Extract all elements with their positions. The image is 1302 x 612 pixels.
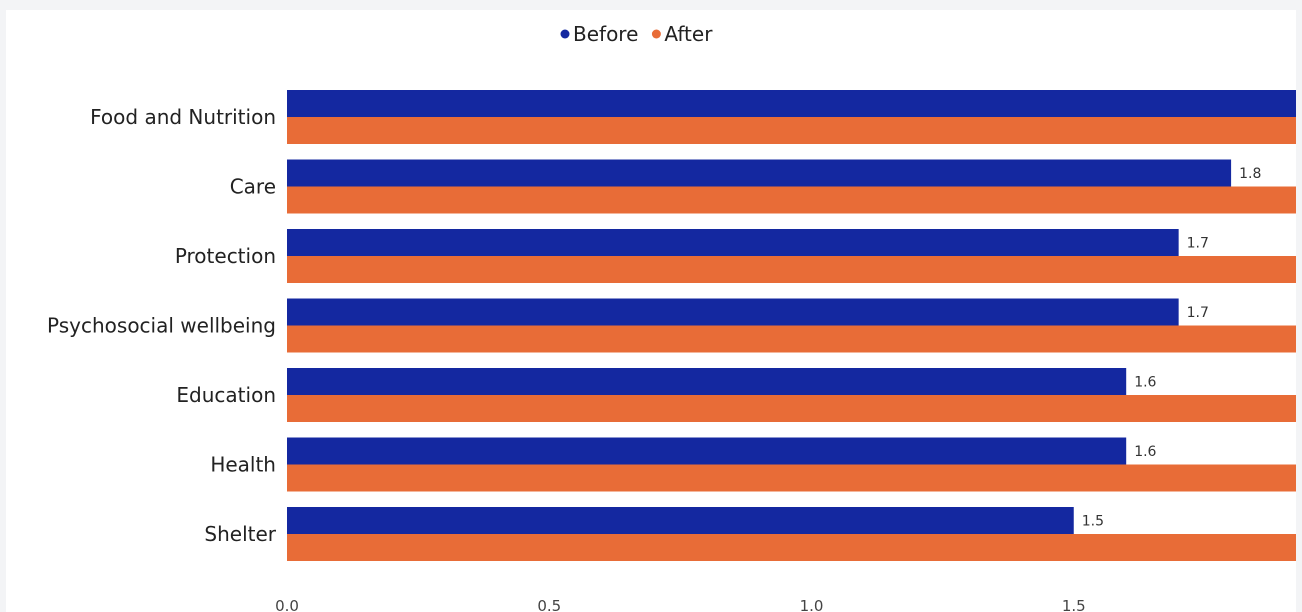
bar-after-food-and-nutrition[interactable]	[287, 117, 1296, 144]
category-label-care: Care	[230, 175, 276, 199]
bar-after-health[interactable]	[287, 464, 1296, 492]
value-label-before-education: 1.6	[1134, 375, 1156, 391]
bars-group: 2.13.11.83.61.73.61.73.51.63.51.63.71.53…	[287, 90, 1296, 561]
legend-marker-after[interactable]	[651, 29, 661, 39]
value-label-before-shelter: 1.5	[1082, 514, 1104, 530]
category-label-food-and-nutrition: Food and Nutrition	[90, 105, 276, 129]
category-label-protection: Protection	[175, 244, 276, 268]
bar-chart: Before After 2.13.11.83.61.73.61.73.51.63…	[47, 22, 1296, 612]
bar-after-care[interactable]	[287, 186, 1296, 214]
x-tick-label: 1.5	[1062, 597, 1086, 612]
x-tick-label: 0.0	[275, 597, 299, 612]
chart-legend[interactable]: Before After	[560, 22, 714, 46]
category-label-health: Health	[210, 453, 276, 477]
category-label-shelter: Shelter	[204, 522, 276, 546]
bar-after-education[interactable]	[287, 395, 1296, 422]
bar-before-health[interactable]	[287, 437, 1127, 465]
bar-before-food-and-nutrition[interactable]	[287, 90, 1296, 117]
x-axis-ticks: 0.00.51.01.52.02.53.03.5	[275, 597, 1086, 612]
bar-after-psychosocial-wellbeing[interactable]	[287, 325, 1296, 353]
value-label-before-health: 1.6	[1134, 444, 1156, 460]
bar-before-psychosocial-wellbeing[interactable]	[287, 298, 1179, 326]
legend-label-before[interactable]: Before	[573, 22, 638, 46]
bar-before-protection[interactable]	[287, 229, 1179, 256]
x-tick-label: 0.5	[537, 597, 561, 612]
bar-before-care[interactable]	[287, 159, 1232, 187]
x-tick-label: 1.0	[800, 597, 824, 612]
bar-before-education[interactable]	[287, 368, 1127, 395]
bar-after-shelter[interactable]	[287, 534, 1296, 561]
value-label-before-care: 1.8	[1239, 166, 1261, 182]
value-label-before-psychosocial-wellbeing: 1.7	[1187, 305, 1209, 321]
chart-panel: Before After 2.13.11.83.61.73.61.73.51.63…	[6, 10, 1296, 612]
value-label-before-protection: 1.7	[1187, 236, 1209, 252]
legend-label-after[interactable]: After	[664, 22, 713, 46]
category-label-psychosocial-wellbeing: Psychosocial wellbeing	[47, 314, 276, 338]
bar-before-shelter[interactable]	[287, 507, 1074, 534]
bar-after-protection[interactable]	[287, 256, 1296, 283]
legend-marker-before[interactable]	[560, 29, 570, 39]
category-labels: Food and Nutrition Care Protection Psychoso…	[47, 105, 277, 546]
category-label-education: Education	[176, 383, 276, 407]
